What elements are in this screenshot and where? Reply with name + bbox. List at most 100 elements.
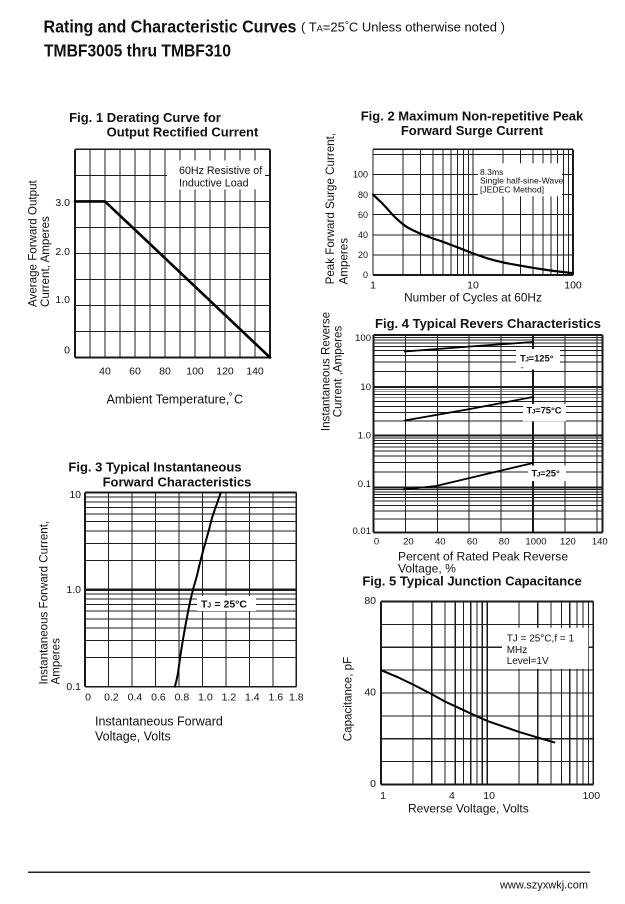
svg-text:4: 4 [449,790,455,802]
svg-text:Peak Forward Surge Current,: Peak Forward Surge Current, [324,133,337,284]
svg-text:60: 60 [358,210,368,220]
svg-text:Fig. 1 Derating Curve for: Fig. 1 Derating Curve for [69,110,221,125]
svg-text:3.0: 3.0 [55,197,70,209]
svg-text:100: 100 [564,280,582,292]
svg-text:140: 140 [246,366,264,378]
svg-text:Percent of Rated Peak Reverse: Percent of Rated Peak Reverse [398,550,568,564]
svg-text:1.0: 1.0 [358,431,371,442]
svg-text:-: - [521,363,524,373]
svg-text:Instantaneous Forward Current,: Instantaneous Forward Current, [38,521,51,685]
svg-text:10: 10 [360,382,371,393]
svg-text:1.0: 1.0 [66,584,81,596]
svg-text:T: T [201,599,208,611]
svg-text:Inductive Load: Inductive Load [179,178,249,190]
svg-text:T: T [532,468,538,479]
svg-text:0.8: 0.8 [175,692,190,704]
svg-text:0: 0 [363,270,368,280]
svg-text:2.0: 2.0 [55,246,70,258]
svg-text:1.8: 1.8 [289,692,304,704]
svg-text:1.4: 1.4 [245,692,260,704]
svg-text:40: 40 [364,687,376,699]
svg-text:40: 40 [358,230,368,240]
svg-text:Capacitance, pF: Capacitance, pF [342,657,355,741]
svg-text:( TA=25°C Unless otherwise not: ( TA=25°C Unless otherwise noted ) [301,20,505,35]
svg-text:Single half-sine-Wave: Single half-sine-Wave [480,176,563,186]
svg-text:MHz: MHz [507,645,528,656]
svg-text:80: 80 [159,366,171,378]
svg-text:0: 0 [64,344,70,356]
svg-text:Amperes: Amperes [338,238,351,285]
svg-text:1.6: 1.6 [269,692,284,704]
svg-text:www.szyxwkj.com: www.szyxwkj.com [499,879,588,891]
svg-text:Forward Characteristics: Forward Characteristics [103,475,252,490]
svg-text:1000: 1000 [525,537,546,548]
svg-text:T: T [520,353,526,364]
svg-text:= 25°C: = 25°C [215,599,248,611]
svg-text:C: C [234,393,243,407]
svg-text:8.3ms: 8.3ms [480,167,503,177]
svg-text:0.1: 0.1 [66,681,81,693]
svg-text:Average Forward Output: Average Forward Output [27,179,40,307]
svg-text:J: J [537,472,541,479]
svg-text:10: 10 [483,790,495,802]
svg-text:Number of Cycles at 60Hz: Number of Cycles at 60Hz [404,291,542,305]
svg-text:10: 10 [69,489,81,501]
svg-text:=25°: =25° [540,468,560,479]
svg-text:Current ,Amperes: Current ,Amperes [332,326,345,418]
svg-text:0: 0 [85,692,91,704]
svg-text:60: 60 [467,537,478,548]
svg-text:100: 100 [353,170,368,180]
svg-text:1: 1 [380,790,386,802]
svg-text:120: 120 [216,366,234,378]
svg-text:T: T [527,405,533,416]
svg-text:1.0: 1.0 [55,294,70,306]
svg-text:J: J [525,357,529,364]
svg-text:Fig. 2 Maximum Non-repetitive: Fig. 2 Maximum Non-repetitive Peak [361,109,584,124]
svg-text:Forward Surge Current: Forward Surge Current [401,123,544,138]
svg-text:0.4: 0.4 [128,692,143,704]
svg-text:0.1: 0.1 [358,479,371,490]
svg-text:120: 120 [560,537,576,548]
svg-text:60: 60 [129,366,141,378]
svg-text:Amperes: Amperes [50,638,63,685]
svg-text:80: 80 [499,537,510,548]
svg-text:Reverse Voltage, Volts: Reverse Voltage, Volts [408,802,529,816]
svg-text:Current, Amperes: Current, Amperes [39,216,52,307]
svg-text:[JEDEC Method]: [JEDEC Method] [480,184,544,194]
svg-text:80: 80 [364,595,376,607]
svg-text:=75°C: =75°C [535,405,562,416]
svg-text:20: 20 [403,537,414,548]
svg-text:0.6: 0.6 [151,692,166,704]
svg-text:Fig. 3 Typical Instantaneous: Fig. 3 Typical Instantaneous [68,460,241,475]
svg-text:Ambient Temperature,: Ambient Temperature, [107,393,230,407]
svg-text:=125°: =125° [529,353,554,364]
svg-text:10: 10 [467,280,479,292]
svg-text:140: 140 [592,537,608,548]
svg-text:60Hz Resistive of: 60Hz Resistive of [179,165,262,177]
svg-text:Rating and Characteristic Curv: Rating and Characteristic Curves [44,17,297,37]
svg-text:°: ° [229,392,233,404]
svg-text:0: 0 [370,778,376,790]
svg-text:1: 1 [370,280,376,292]
svg-text:1.2: 1.2 [222,692,237,704]
svg-text:Level=1V: Level=1V [507,656,549,667]
svg-text:Fig. 5 Typical Junction Capaci: Fig. 5 Typical Junction Capacitance [362,574,581,589]
svg-text:0: 0 [374,537,379,548]
svg-text:Fig. 4 Typical Revers Characte: Fig. 4 Typical Revers Characteristics [375,316,601,331]
svg-text:TMBF3005 thru TMBF310: TMBF3005 thru TMBF310 [44,41,231,61]
svg-text:1.0: 1.0 [198,692,213,704]
svg-text:0.01: 0.01 [353,526,372,537]
svg-text:Instantaneous Forward: Instantaneous Forward [95,715,223,729]
svg-text:40: 40 [435,537,446,548]
svg-text:Output Rectified Current: Output Rectified Current [107,125,259,140]
svg-text:0.2: 0.2 [104,692,119,704]
svg-text:100: 100 [355,333,371,344]
svg-text:Voltage, %: Voltage, % [398,562,456,576]
svg-text:100: 100 [186,366,204,378]
svg-text:80: 80 [358,190,368,200]
svg-text:20: 20 [358,250,368,260]
svg-text:100: 100 [583,790,601,802]
svg-text:Instantaneous Reverse: Instantaneous Reverse [320,312,333,431]
svg-text:40: 40 [99,366,111,378]
svg-text:Voltage, Volts: Voltage, Volts [95,730,171,744]
